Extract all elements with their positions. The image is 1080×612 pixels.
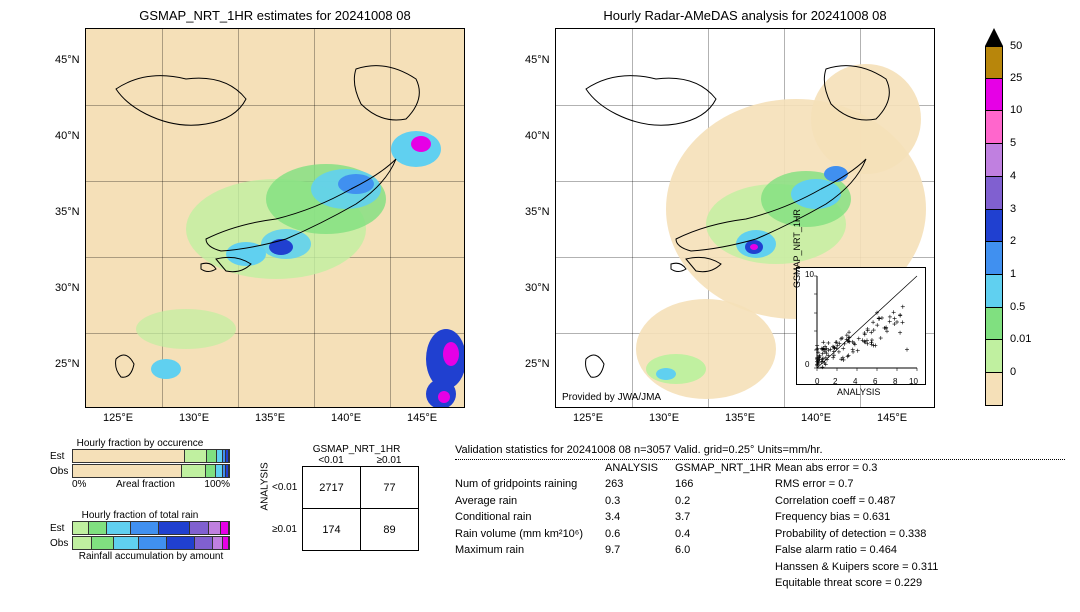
p1-xtick: 145°E	[407, 412, 437, 424]
hourly-occurrence: Hourly fraction by occurence Est Obs 0% …	[50, 438, 230, 490]
provider-label: Provided by JWA/JMA	[562, 392, 661, 403]
val-row-v1: 0.6	[605, 526, 675, 543]
val-title: Validation statistics for 20241008 08 n=…	[455, 442, 1065, 459]
cont-c01: 77	[361, 467, 419, 509]
val-row-label: Average rain	[455, 493, 605, 510]
p1-ytick: 40°N	[55, 130, 80, 142]
colorbar-label: 5	[1010, 137, 1016, 149]
val-row-v1: 3.4	[605, 509, 675, 526]
panel2-title: Hourly Radar-AMeDAS analysis for 2024100…	[555, 8, 935, 23]
panel2-map: 0 2 4 6 8 10 ANALYSIS GSMAP_NRT_1HR 0 10…	[555, 28, 935, 408]
p2-xtick: 130°E	[649, 412, 679, 424]
colorbar-label: 2	[1010, 235, 1016, 247]
tot-row-obs: Obs	[50, 538, 72, 549]
occ-row-obs: Obs	[50, 466, 72, 477]
p2-ytick: 25°N	[525, 358, 550, 370]
p2-xtick: 135°E	[725, 412, 755, 424]
contingency-table: 271777 17489	[302, 466, 419, 551]
scatter-plot: 0 2 4 6 8 10 ANALYSIS GSMAP_NRT_1HR 0 10	[796, 267, 926, 385]
scatter-ylabel: GSMAP_NRT_1HR	[792, 209, 802, 288]
cont-c10: 174	[303, 509, 361, 551]
p2-ytick: 30°N	[525, 282, 550, 294]
val-row-v2: 0.2	[675, 493, 775, 510]
colorbar-label: 0	[1010, 366, 1016, 378]
val-row-label: Maximum rain	[455, 542, 605, 559]
p2-ytick: 45°N	[525, 54, 550, 66]
cont-rh0: <0.01	[272, 482, 302, 493]
val-row-label: Rain volume (mm km²10⁶)	[455, 526, 605, 543]
colorbar-label: 50	[1010, 40, 1022, 52]
val-metric: Hanssen & Kuipers score = 0.311	[775, 559, 1055, 576]
val-col2: GSMAP_NRT_1HR	[675, 460, 775, 477]
occ-tick0: 0%	[72, 479, 86, 490]
val-row-v1: 9.7	[605, 542, 675, 559]
colorbar-label: 25	[1010, 72, 1022, 84]
val-metric: Mean abs error = 0.3	[775, 460, 1055, 477]
colorbar-label: 0.5	[1010, 301, 1025, 313]
cont-c00: 2717	[303, 467, 361, 509]
cont-title: GSMAP_NRT_1HR	[294, 444, 419, 455]
occ-row-est: Est	[50, 451, 72, 462]
val-metric: False alarm ratio = 0.464	[775, 542, 1055, 559]
colorbar: 502510543210.50.010	[985, 28, 1003, 406]
p1-ytick: 35°N	[55, 206, 80, 218]
p1-xtick: 125°E	[103, 412, 133, 424]
colorbar-label: 3	[1010, 203, 1016, 215]
panel1-title: GSMAP_NRT_1HR estimates for 20241008 08	[85, 8, 465, 23]
contingency: GSMAP_NRT_1HR ANALYSIS <0.01 ≥0.01 <0.01…	[258, 444, 419, 551]
cont-ch0: <0.01	[302, 455, 360, 466]
tot-row-est: Est	[50, 523, 72, 534]
colorbar-label: 4	[1010, 170, 1016, 182]
scatter-xlabel: ANALYSIS	[837, 387, 880, 397]
panel1-map	[85, 28, 465, 408]
p2-xtick: 125°E	[573, 412, 603, 424]
p2-xtick: 140°E	[801, 412, 831, 424]
cont-rowaxis: ANALYSIS	[260, 496, 271, 510]
p1-xtick: 135°E	[255, 412, 285, 424]
cont-rh1: ≥0.01	[272, 524, 302, 535]
occ-title: Hourly fraction by occurence	[50, 438, 230, 449]
validation-stats: Validation statistics for 20241008 08 n=…	[455, 442, 1065, 592]
p1-xtick: 140°E	[331, 412, 361, 424]
val-row-v1: 263	[605, 476, 675, 493]
p1-ytick: 45°N	[55, 54, 80, 66]
p1-ytick: 25°N	[55, 358, 80, 370]
colorbar-label: 0.01	[1010, 333, 1031, 345]
val-col1: ANALYSIS	[605, 460, 675, 477]
val-row-label: Conditional rain	[455, 509, 605, 526]
tot-footer: Rainfall accumulation by amount	[50, 551, 230, 562]
val-row-v2: 3.7	[675, 509, 775, 526]
val-metric: Equitable threat score = 0.229	[775, 575, 1055, 592]
p1-xtick: 130°E	[179, 412, 209, 424]
p2-ytick: 35°N	[525, 206, 550, 218]
occ-axis: Areal fraction	[116, 479, 175, 490]
val-row-v2: 166	[675, 476, 775, 493]
val-row-label: Num of gridpoints raining	[455, 476, 605, 493]
val-row-v2: 0.4	[675, 526, 775, 543]
val-row-v1: 0.3	[605, 493, 675, 510]
val-metric: Probability of detection = 0.338	[775, 526, 1055, 543]
val-row-v2: 6.0	[675, 542, 775, 559]
val-metric: RMS error = 0.7	[775, 476, 1055, 493]
val-metric: Frequency bias = 0.631	[775, 509, 1055, 526]
val-metric: Correlation coeff = 0.487	[775, 493, 1055, 510]
colorbar-label: 10	[1010, 104, 1022, 116]
colorbar-label: 1	[1010, 268, 1016, 280]
p2-ytick: 40°N	[525, 130, 550, 142]
p2-xtick: 145°E	[877, 412, 907, 424]
occ-tick1: 100%	[204, 479, 230, 490]
hourly-total: Hourly fraction of total rain Est Obs Ra…	[50, 510, 230, 562]
cont-c11: 89	[361, 509, 419, 551]
total-title: Hourly fraction of total rain	[50, 510, 230, 521]
p1-ytick: 30°N	[55, 282, 80, 294]
cont-ch1: ≥0.01	[360, 455, 418, 466]
